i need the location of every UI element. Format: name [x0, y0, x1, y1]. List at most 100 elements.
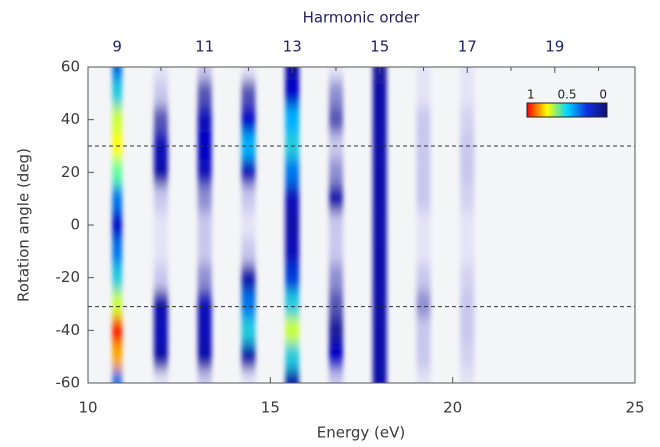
- heatmap-cell: [153, 211, 168, 239]
- colorbar: [526, 102, 608, 118]
- x-tick-label: 20: [443, 399, 462, 417]
- x-tick-label: 15: [261, 399, 280, 417]
- heatmap-cell: [153, 290, 168, 318]
- heatmap-cell: [285, 67, 300, 81]
- heatmap-cell: [241, 238, 256, 265]
- heatmap-cell: [241, 317, 256, 344]
- heatmap-cell: [285, 264, 300, 291]
- heatmap-cell: [285, 343, 300, 370]
- x-tick-label: 10: [78, 399, 97, 417]
- x2-tick-label: 15: [370, 38, 389, 56]
- x2-tick-label: 11: [195, 38, 214, 56]
- heatmap-cell: [416, 132, 431, 160]
- heatmap-cell: [328, 290, 343, 318]
- heatmap-cell: [416, 106, 431, 133]
- y-tick-label: -60: [56, 374, 81, 392]
- heatmap-cell: [416, 80, 431, 107]
- heatmap-cell: [241, 80, 256, 107]
- heatmap-cell: [372, 238, 387, 265]
- heatmap-cell: [328, 159, 343, 186]
- y-tick-label: 20: [61, 163, 80, 181]
- heatmap-cell: [372, 211, 387, 239]
- x2-tick-label: 9: [112, 38, 122, 56]
- heatmap-cell: [241, 132, 256, 160]
- heatmap-cell: [285, 290, 300, 318]
- heatmap-cell: [416, 317, 431, 344]
- heatmap-cell: [241, 106, 256, 133]
- heatmap-cell: [112, 159, 123, 186]
- heatmap-cell: [372, 369, 387, 383]
- heatmap-cell: [416, 343, 431, 370]
- heatmap-cell: [285, 185, 300, 212]
- heatmap-cell: [241, 185, 256, 212]
- heatmap-cell: [416, 159, 431, 186]
- heatmap-cell: [328, 80, 343, 107]
- x2-tick-label: 17: [458, 38, 477, 56]
- colorbar-tick-label: 0: [599, 88, 607, 102]
- heatmap-cell: [197, 67, 212, 81]
- heatmap-cell: [460, 106, 475, 133]
- heatmap-cell: [197, 343, 212, 370]
- axes: 10 15 20 25 -60 -40 -20 0 20 40 60: [56, 58, 645, 417]
- heatmap-cell: [416, 290, 431, 318]
- plot-background: [88, 67, 635, 383]
- heatmap-cell: [197, 238, 212, 265]
- heatmap-cell: [372, 67, 387, 81]
- heatmap-cell: [241, 211, 256, 239]
- heatmap-cell: [372, 343, 387, 370]
- heatmap-cell: [328, 238, 343, 265]
- heatmap-cell: [416, 264, 431, 291]
- heatmap-cell: [328, 264, 343, 291]
- heatmap-cell: [241, 369, 256, 383]
- y-tick-label: -40: [56, 321, 81, 339]
- heatmap-cell: [197, 80, 212, 107]
- heatmap-cell: [285, 80, 300, 107]
- heatmap-cell: [416, 369, 431, 383]
- heatmap-cell: [372, 290, 387, 318]
- heatmap-cells: [112, 67, 475, 383]
- y-tick-label: 60: [61, 58, 80, 76]
- heatmap-cell: [197, 290, 212, 318]
- heatmap-cell: [460, 343, 475, 370]
- heatmap-cell: [416, 67, 431, 81]
- heatmap-cell: [197, 159, 212, 186]
- heatmap-cell: [285, 106, 300, 133]
- heatmap-cell: [328, 67, 343, 81]
- y-tick-label: 40: [61, 110, 80, 128]
- x2-axis-label: Harmonic order: [303, 9, 421, 27]
- heatmap-cell: [112, 317, 123, 344]
- heatmap-cell: [372, 80, 387, 107]
- heatmap-cell: [460, 67, 475, 81]
- plot-frame: [87, 66, 636, 384]
- heatmap-cell: [285, 317, 300, 344]
- heatmap-cell: [112, 238, 123, 265]
- heatmap-cell: [112, 264, 123, 291]
- heatmap-cell: [112, 67, 123, 81]
- heatmap-cell: [241, 264, 256, 291]
- heatmap-cell: [241, 159, 256, 186]
- heatmap-cell: [153, 159, 168, 186]
- x2-tick-label: 13: [283, 38, 302, 56]
- heatmap-cell: [285, 211, 300, 239]
- colorbar-tick-label: 1: [527, 88, 535, 102]
- heatmap-cell: [112, 80, 123, 107]
- y-tick-label: -20: [56, 268, 81, 286]
- x2-tick-label: 19: [545, 38, 564, 56]
- heatmap-cell: [328, 317, 343, 344]
- heatmap-cell: [328, 343, 343, 370]
- heatmap-cell: [416, 185, 431, 212]
- heatmap-cell: [460, 80, 475, 107]
- heatmap-cell: [460, 238, 475, 265]
- heatmap-cell: [372, 264, 387, 291]
- heatmap-cell: [153, 238, 168, 265]
- heatmap-cell: [197, 106, 212, 133]
- heatmap-cell: [241, 343, 256, 370]
- heatmap-cell: [112, 369, 123, 383]
- heatmap: [112, 67, 475, 383]
- heatmap-cell: [153, 67, 168, 81]
- heatmap-cell: [112, 185, 123, 212]
- heatmap-cell: [328, 106, 343, 133]
- x-tick-label: 25: [625, 399, 644, 417]
- heatmap-cell: [197, 185, 212, 212]
